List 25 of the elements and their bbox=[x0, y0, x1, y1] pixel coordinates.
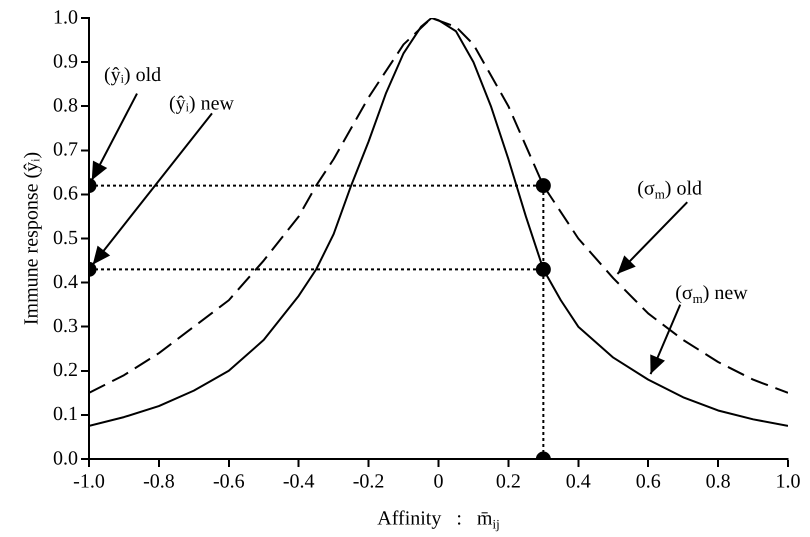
y-tick-label: 0.1 bbox=[53, 403, 78, 426]
x-tick-label: -0.8 bbox=[143, 470, 175, 492]
y-tick-label: 0.6 bbox=[53, 182, 78, 205]
x-tick-label: -0.4 bbox=[282, 470, 315, 492]
x-tick-label: 1.0 bbox=[776, 470, 800, 492]
x-tick-label: -0.6 bbox=[212, 470, 245, 492]
x-tick-label: 0.2 bbox=[496, 470, 521, 492]
y-tick-label: 1.0 bbox=[53, 6, 78, 28]
y-tick-label: 0.4 bbox=[53, 270, 78, 293]
y-tick-label: 0.8 bbox=[53, 94, 78, 116]
y-tick-label: 0.0 bbox=[53, 447, 78, 470]
y-tick-label: 0.9 bbox=[53, 50, 78, 72]
x-tick-label: -0.2 bbox=[352, 470, 384, 492]
x-tick-label: 0 bbox=[434, 470, 444, 492]
annotation: (ŷᵢ) old bbox=[104, 64, 162, 86]
y-tick-label: 0.5 bbox=[53, 226, 78, 249]
x-tick-label: 0.4 bbox=[566, 470, 591, 492]
y-axis-title: Immune response (ŷᵢ) bbox=[20, 152, 42, 326]
x-tick-label: 0.6 bbox=[636, 470, 661, 492]
x-tick-label: -1.0 bbox=[73, 470, 105, 492]
y-tick-label: 0.2 bbox=[53, 359, 78, 382]
annotation: (ŷᵢ) new bbox=[169, 92, 234, 115]
y-tick-label: 0.3 bbox=[53, 314, 78, 337]
y-tick-label: 0.7 bbox=[53, 138, 78, 161]
x-tick-label: 0.8 bbox=[706, 470, 731, 492]
